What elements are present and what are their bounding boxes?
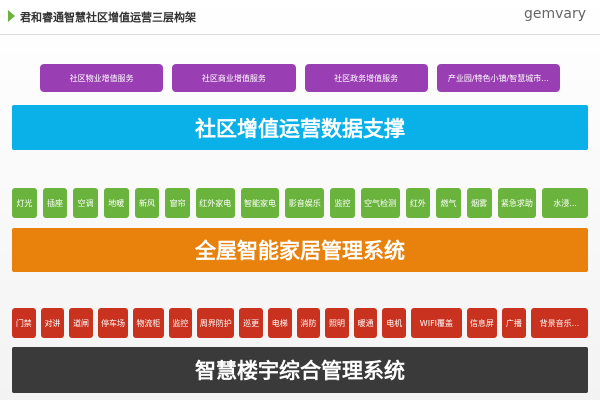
module-box: 巡更 [239, 308, 263, 338]
module-box: 电梯 [267, 308, 292, 338]
module-box: 社区政务增值服务 [304, 64, 428, 92]
module-box: 监控 [168, 308, 193, 338]
module-box: 电机 [382, 308, 407, 338]
module-box: 新风 [134, 188, 160, 218]
module-box: 地暖 [103, 188, 129, 218]
layer-bar: 社区增值运营数据支撑 [12, 105, 588, 150]
module-box: 对讲 [40, 308, 65, 338]
module-box: 智能家电 [240, 188, 280, 218]
module-box: 暖通 [353, 308, 378, 338]
module-box: 影音娱乐 [285, 188, 325, 218]
module-box: 燃气 [436, 188, 461, 218]
module-box: 空调 [73, 188, 98, 218]
module-box: 周界防护 [197, 308, 235, 338]
module-box: 社区商业增值服务 [172, 64, 296, 92]
module-box: 红外 [405, 188, 431, 218]
module-box: 社区物业增值服务 [40, 64, 164, 92]
title-marker [8, 10, 15, 22]
layer-bar: 全屋智能家居管理系统 [12, 228, 588, 272]
module-box: 水浸... [542, 188, 589, 218]
layer-bar: 智慧楼宇综合管理系统 [12, 347, 588, 393]
module-box: WIFI覆盖 [411, 308, 462, 338]
module-box: 红外家电 [195, 188, 235, 218]
module-box: 物流柜 [133, 308, 164, 338]
module-box: 烟雾 [466, 188, 492, 218]
module-box: 广播 [502, 308, 526, 338]
module-box: 监控 [330, 188, 355, 218]
module-box: 灯光 [12, 188, 37, 218]
module-box: 窗帘 [165, 188, 190, 218]
button-row: 灯光 插座 空调 地暖 新风 窗帘 红外家电 智能家电 影音娱乐 监控 空气检测 红外 燃气 烟雾 紧急求助… [12, 188, 589, 218]
logo: gemvary [523, 6, 586, 22]
module-box: 插座 [42, 188, 68, 218]
module-box: 背景音乐... [530, 308, 589, 338]
module-box: 门禁 [12, 308, 36, 338]
module-box: 消防 [296, 308, 321, 338]
module-box: 照明 [325, 308, 349, 338]
module-box: 道闸 [69, 308, 93, 338]
module-box: 产业园/特色小镇/智慧城市... [436, 64, 560, 92]
module-box: 紧急求助 [497, 188, 537, 218]
module-box: 停车场 [97, 308, 129, 338]
title: 君和睿通智慧社区增值运营三层构架 [20, 11, 196, 24]
header: 君和睿通智慧社区增值运营三层构架 gemvary [0, 0, 600, 35]
button-row: 社区物业增值服务 社区商业增值服务 社区政务增值服务 产业园/特色小镇/智慧城市... [40, 64, 560, 92]
button-row: 门禁 对讲 道闸 停车场 物流柜 监控 周界防护 巡更 电梯 消防 照明 暖通 电机 WIFI覆盖 信息屏广… [12, 308, 589, 338]
module-box: 空气检测 [360, 188, 400, 218]
module-box: 信息屏 [466, 308, 498, 338]
